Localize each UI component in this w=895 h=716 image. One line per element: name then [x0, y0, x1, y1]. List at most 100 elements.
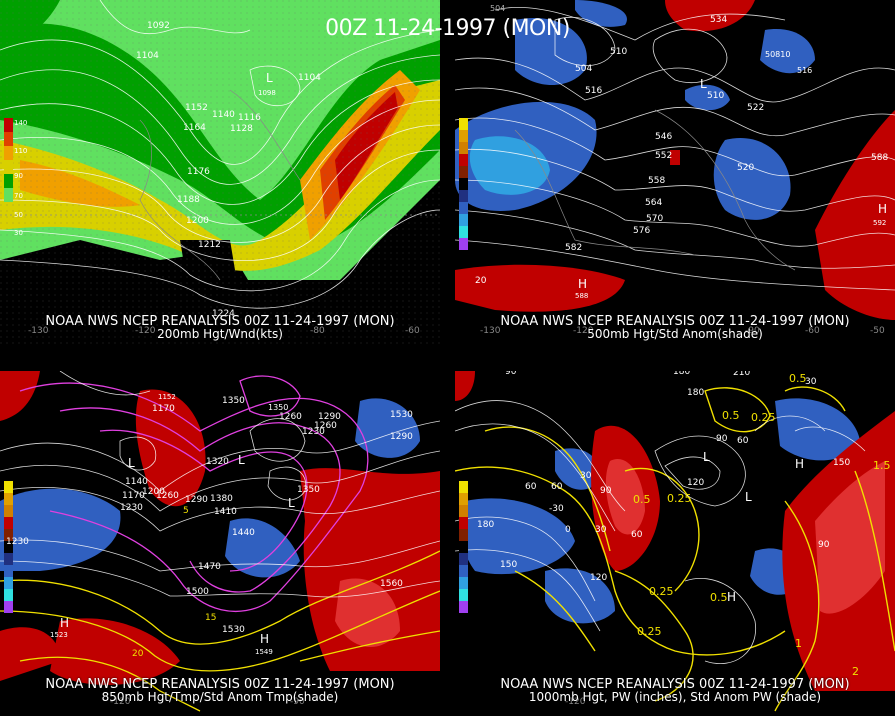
legend-swatch — [4, 553, 13, 565]
low-marker: L — [700, 77, 707, 91]
pw-contour-label: 1 — [795, 637, 802, 650]
panel-caption-line1: NOAA NWS NCEP REANALYSIS 00Z 11-24-1997 … — [45, 677, 395, 692]
legend-200mb: 140 110 90 70 50 30 — [4, 118, 27, 237]
contour-label: 90 — [600, 486, 612, 496]
pw-contour-label: 2 — [852, 665, 859, 678]
contour-label: 150 — [833, 458, 851, 468]
high-value: 1523 — [50, 631, 68, 639]
contour-label: 1290 — [390, 432, 413, 442]
contour-label: 60 — [631, 530, 643, 540]
contour-label: 1128 — [230, 124, 253, 134]
contour-label: 1104 — [136, 51, 159, 61]
legend-label: 30 — [14, 229, 23, 237]
contour-label: 564 — [645, 198, 663, 208]
legend-swatch — [4, 132, 13, 146]
contour-label: 1350 — [222, 396, 245, 406]
pw-contour-label: 0.25 — [667, 492, 692, 505]
high-value: 588 — [575, 292, 589, 300]
contour-label: 1170 — [122, 491, 145, 501]
contour-label: 1290 — [318, 412, 341, 422]
panel-caption-line1: NOAA NWS NCEP REANALYSIS 00Z 11-24-1997 … — [500, 677, 850, 692]
legend-swatch — [459, 553, 468, 565]
axis-label: -120 — [135, 326, 156, 336]
contour-label: 90 — [716, 434, 728, 444]
legend-500mb — [459, 118, 468, 250]
contour-label: 1188 — [177, 195, 200, 205]
legend-label: 140 — [14, 119, 28, 127]
panel-1000mb: 90 180 210 0.5 0.5 30 0.25 60 90 150 180… — [455, 371, 895, 716]
axis-label: -50 — [870, 326, 885, 336]
contour-label: 1230 — [6, 537, 29, 547]
contour-label: 1470 — [198, 562, 221, 572]
contour-label: 1092 — [147, 21, 170, 31]
legend-swatch — [459, 589, 468, 601]
pw-contour-label: 0.5 — [633, 493, 651, 506]
legend-swatch — [459, 154, 468, 166]
legend-swatch — [459, 238, 468, 250]
legend-swatch — [459, 130, 468, 142]
legend-swatch — [459, 178, 468, 190]
legend-swatch — [459, 481, 468, 493]
axis-label: -60 — [405, 326, 420, 336]
contour-label: 1140 — [212, 110, 235, 120]
contour-label: 1320 — [206, 457, 229, 467]
low-marker: L — [266, 71, 273, 85]
legend-swatch — [459, 214, 468, 226]
low-marker: L — [288, 496, 295, 510]
legend-swatch — [4, 541, 13, 553]
axis-label: -120 — [565, 697, 586, 707]
main-title: 00Z 11-24-1997 (MON) — [325, 16, 570, 41]
contour-label: 1350 — [268, 403, 289, 412]
axis-label: -120 — [110, 697, 131, 707]
legend-swatch — [459, 190, 468, 202]
contour-label: 15 — [205, 613, 217, 623]
legend-swatch — [459, 166, 468, 178]
contour-label: 1230 — [120, 503, 143, 513]
contour-label: 30 — [595, 525, 607, 535]
axis-label: -90 — [745, 326, 760, 336]
map-200mb — [0, 0, 440, 345]
legend-swatch — [4, 481, 13, 493]
legend-swatch — [459, 529, 468, 541]
low-value: 1098 — [258, 89, 276, 97]
contour-label: 1104 — [298, 73, 321, 83]
contour-label: 1560 — [380, 579, 403, 589]
contour-label: 588 — [871, 153, 889, 163]
legend-swatch — [4, 118, 13, 132]
pw-contour-label: 0.25 — [751, 411, 776, 424]
high-marker: H — [260, 632, 270, 646]
contour-label: 5 — [183, 506, 189, 516]
contour-label: 510 — [707, 91, 725, 101]
contour-label: 210 — [733, 371, 751, 378]
pw-contour-label: 0.5 — [710, 591, 728, 604]
legend-label: 70 — [14, 192, 23, 200]
legend-label: 50 — [14, 211, 23, 219]
contour-label: 522 — [747, 103, 765, 113]
contour-label: 90 — [818, 540, 830, 550]
contour-label: 180 — [673, 371, 691, 377]
legend-swatch — [459, 565, 468, 577]
legend-swatch — [459, 577, 468, 589]
contour-label: 516 — [797, 66, 813, 75]
legend-swatch — [459, 202, 468, 214]
panel-caption-line2: 1000mb Hgt, PW (inches), Std Anom PW (sh… — [528, 690, 822, 704]
contour-label: 546 — [655, 132, 673, 142]
legend-label: 110 — [14, 147, 28, 155]
contour-label: 1152 — [185, 103, 208, 113]
panel-caption-line1: NOAA NWS NCEP REANALYSIS 00Z 11-24-1997 … — [45, 314, 395, 329]
high-marker: H — [795, 457, 805, 471]
panel-200mb: 140 110 90 70 50 30 1092 1104 1104 1152 … — [0, 0, 440, 345]
legend-swatch — [4, 517, 13, 529]
legend-swatch — [4, 589, 13, 601]
legend-label: 90 — [14, 172, 23, 180]
contour-label: 1260 — [279, 412, 302, 422]
low-marker: L — [238, 453, 245, 467]
legend-swatch — [4, 174, 13, 188]
legend-swatch — [459, 505, 468, 517]
map-850mb — [0, 371, 440, 716]
high-marker: H — [578, 277, 588, 291]
legend-swatch — [4, 565, 13, 577]
panel-caption-line1: NOAA NWS NCEP REANALYSIS 00Z 11-24-1997 … — [500, 314, 850, 329]
contour-label: 582 — [565, 243, 583, 253]
panel-caption-line2: 850mb Hgt/Tmp/Std Anom Tmp(shade) — [101, 690, 339, 704]
